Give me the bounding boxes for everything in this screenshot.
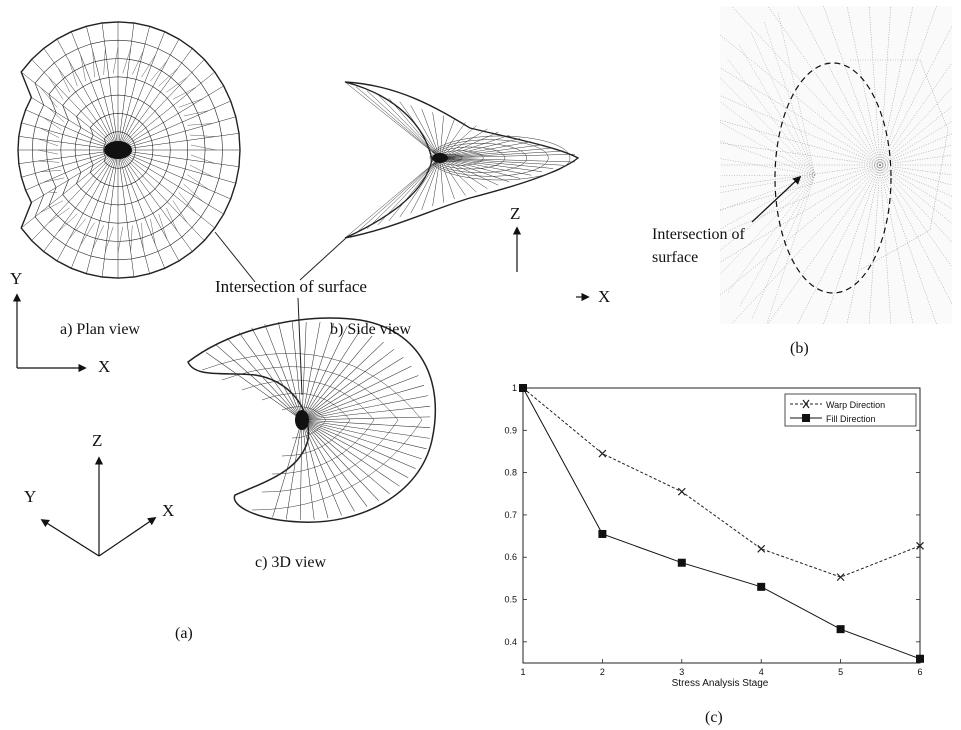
- legend-warp-marker: [802, 399, 810, 409]
- legend-warp-label: Warp Direction: [826, 400, 885, 410]
- panel-b-caption: (b): [790, 340, 809, 357]
- intersection-label: Intersection of surface: [215, 277, 367, 296]
- series-line-warp: [522, 387, 921, 578]
- warp-point: [757, 544, 766, 553]
- panel-c-chart: 0.4 0.5 0.6 0.7 0.8 0.9 1 1 2 3 4 5 6 Stress Analys…: [504, 383, 924, 726]
- view-3d-mesh: [187, 317, 437, 523]
- plan-axis-x-label: X: [98, 357, 110, 376]
- view-3d-label: c) 3D view: [255, 554, 327, 571]
- side-view-label: b) Side view: [330, 321, 411, 338]
- fill-point: [598, 529, 607, 538]
- plan-view-mesh: [17, 21, 241, 279]
- warp-point: [836, 573, 845, 582]
- panel-b: Intersection of surface (b): [652, 6, 952, 357]
- panel-b-label-line1: Intersection of: [652, 226, 746, 243]
- y-tick-label: 0.7: [504, 510, 517, 520]
- legend: Warp Direction Fill Direction: [784, 393, 917, 427]
- y-tick-label: 0.6: [504, 552, 517, 562]
- panel-a-caption: (a): [175, 625, 193, 642]
- intersection-ellipse: [774, 62, 892, 294]
- x-tick-label: 6: [917, 667, 922, 677]
- x-tick-label: 5: [838, 667, 843, 677]
- panel-c-caption: (c): [705, 709, 723, 726]
- fill-point: [519, 384, 527, 392]
- side-view-mesh: [344, 81, 580, 239]
- fill-point: [836, 625, 845, 634]
- intersection-arrow: [751, 175, 802, 223]
- x-axis-label: Stress Analysis Stage: [672, 678, 769, 689]
- plan-axes: Y X: [10, 269, 110, 376]
- side-axes: Z X: [510, 204, 610, 306]
- y-tick-label: 1: [512, 383, 517, 393]
- y-tick-label: 0.5: [504, 595, 517, 605]
- iso-axis-x-label: X: [162, 501, 174, 520]
- y-tick-label: 0.9: [504, 425, 517, 435]
- warp-point: [677, 487, 686, 496]
- plot-frame: [522, 387, 921, 664]
- legend-fill-marker: [802, 414, 810, 422]
- panel-a: Intersection of surface a) Plan view b) …: [10, 21, 610, 642]
- x-tick-label: 2: [600, 667, 605, 677]
- zoom-mesh: [720, 6, 952, 324]
- warp-point: [598, 449, 607, 458]
- x-tick-label: 3: [679, 667, 684, 677]
- side-axis-z-label: Z: [510, 204, 520, 223]
- side-axis-x-label: X: [598, 287, 610, 306]
- y-tick-label: 0.4: [504, 637, 517, 647]
- series-line-fill: [522, 387, 921, 660]
- iso-axis-z-label: Z: [92, 431, 102, 450]
- plan-axis-y-label: Y: [10, 269, 22, 288]
- fill-point: [757, 582, 766, 591]
- warp-point: [916, 541, 924, 550]
- x-tick-label: 4: [759, 667, 764, 677]
- fill-point: [677, 558, 686, 567]
- panel-b-label-line2: surface: [652, 249, 698, 266]
- iso-axes: Z Y X: [24, 431, 174, 557]
- iso-axis-y-label: Y: [24, 487, 36, 506]
- fill-point: [916, 654, 924, 663]
- plan-view-label: a) Plan view: [60, 321, 140, 338]
- y-tick-label: 0.8: [504, 468, 517, 478]
- x-tick-label: 1: [520, 667, 525, 677]
- legend-fill-label: Fill Direction: [826, 414, 876, 424]
